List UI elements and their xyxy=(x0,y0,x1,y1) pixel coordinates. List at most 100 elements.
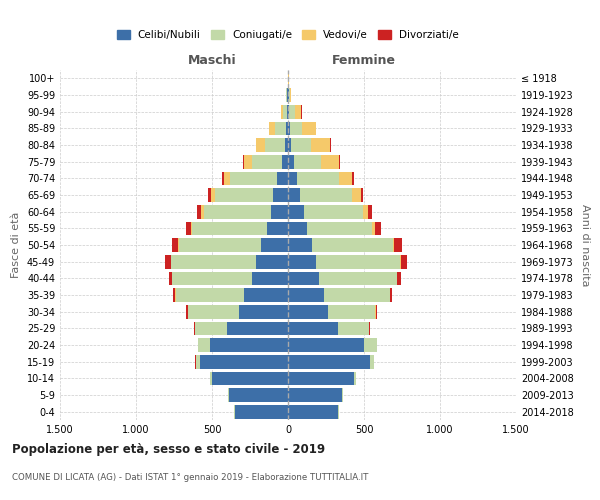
Bar xyxy=(178,238,179,252)
Bar xyxy=(244,288,288,302)
Bar xyxy=(307,222,373,235)
Bar xyxy=(200,355,288,368)
Bar xyxy=(304,205,363,218)
Bar xyxy=(215,188,273,202)
Text: Maschi: Maschi xyxy=(188,54,236,66)
Bar xyxy=(325,288,390,302)
Text: Popolazione per età, sesso e stato civile - 2019: Popolazione per età, sesso e stato civil… xyxy=(12,442,325,456)
Bar xyxy=(229,388,288,402)
Bar xyxy=(354,372,356,385)
Bar xyxy=(288,105,289,118)
Bar xyxy=(339,172,352,185)
Bar xyxy=(230,172,277,185)
Bar xyxy=(265,138,285,152)
Bar xyxy=(288,288,325,302)
Bar xyxy=(376,222,381,235)
Bar xyxy=(172,238,178,252)
Bar xyxy=(288,405,338,418)
Bar xyxy=(316,255,400,268)
Bar xyxy=(282,155,288,168)
Bar xyxy=(311,138,330,152)
Bar xyxy=(290,122,302,135)
Bar xyxy=(288,155,294,168)
Bar xyxy=(295,105,301,118)
Bar xyxy=(208,188,211,202)
Bar xyxy=(364,338,377,352)
Bar xyxy=(211,338,288,352)
Bar xyxy=(172,272,251,285)
Bar xyxy=(199,338,211,352)
Bar xyxy=(288,255,316,268)
Bar xyxy=(338,155,340,168)
Bar xyxy=(244,155,252,168)
Bar xyxy=(361,188,364,202)
Bar xyxy=(288,272,319,285)
Bar xyxy=(342,388,343,402)
Bar xyxy=(288,122,290,135)
Bar xyxy=(330,138,331,152)
Bar xyxy=(173,288,175,302)
Bar xyxy=(239,305,288,318)
Bar xyxy=(171,255,256,268)
Bar xyxy=(283,105,287,118)
Bar xyxy=(290,88,292,102)
Bar xyxy=(289,88,290,102)
Bar xyxy=(256,138,265,152)
Bar xyxy=(288,305,328,318)
Bar xyxy=(203,205,271,218)
Bar xyxy=(186,222,191,235)
Bar xyxy=(288,172,297,185)
Bar xyxy=(288,222,307,235)
Bar xyxy=(269,122,275,135)
Bar xyxy=(368,205,373,218)
Bar xyxy=(373,222,376,235)
Bar xyxy=(288,205,304,218)
Bar xyxy=(273,188,288,202)
Bar xyxy=(300,188,352,202)
Bar xyxy=(202,205,203,218)
Bar xyxy=(288,322,338,335)
Bar xyxy=(235,405,288,418)
Bar xyxy=(363,205,368,218)
Bar xyxy=(286,88,287,102)
Bar xyxy=(252,155,282,168)
Y-axis label: Fasce di età: Fasce di età xyxy=(11,212,21,278)
Bar xyxy=(271,205,288,218)
Bar xyxy=(401,255,407,268)
Bar xyxy=(288,355,370,368)
Bar xyxy=(277,172,288,185)
Bar xyxy=(223,172,224,185)
Bar xyxy=(191,222,192,235)
Bar xyxy=(227,322,288,335)
Bar xyxy=(390,288,392,302)
Bar xyxy=(251,272,288,285)
Bar xyxy=(287,88,288,102)
Bar xyxy=(376,305,377,318)
Bar xyxy=(288,88,289,102)
Bar xyxy=(179,238,262,252)
Bar xyxy=(285,138,288,152)
Bar xyxy=(394,238,402,252)
Bar xyxy=(224,172,230,185)
Bar xyxy=(281,105,283,118)
Bar xyxy=(187,305,188,318)
Bar xyxy=(288,372,354,385)
Bar xyxy=(286,122,288,135)
Bar xyxy=(294,155,320,168)
Bar xyxy=(192,222,267,235)
Bar xyxy=(292,138,311,152)
Bar xyxy=(228,388,229,402)
Bar xyxy=(393,238,394,252)
Bar xyxy=(196,355,200,368)
Bar xyxy=(311,238,393,252)
Bar xyxy=(169,272,172,285)
Y-axis label: Anni di nascita: Anni di nascita xyxy=(580,204,590,286)
Bar xyxy=(297,172,339,185)
Bar xyxy=(397,272,401,285)
Bar xyxy=(319,272,397,285)
Bar xyxy=(288,338,364,352)
Bar xyxy=(328,305,376,318)
Bar xyxy=(256,255,288,268)
Bar xyxy=(267,222,288,235)
Bar xyxy=(400,255,401,268)
